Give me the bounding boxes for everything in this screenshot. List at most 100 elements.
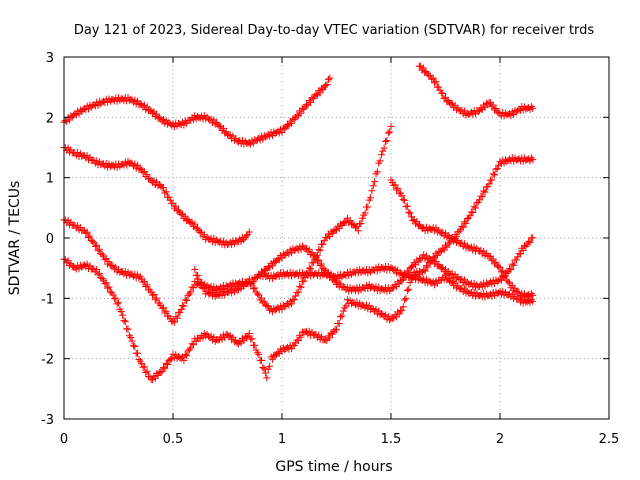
data-point bbox=[294, 288, 302, 296]
data-point bbox=[525, 238, 533, 246]
data-point bbox=[98, 274, 106, 282]
data-point bbox=[489, 170, 497, 178]
data-point bbox=[327, 272, 335, 280]
series-top bbox=[60, 62, 537, 148]
data-point bbox=[403, 287, 411, 295]
data-point bbox=[67, 259, 75, 267]
data-point bbox=[292, 292, 300, 300]
data-point bbox=[406, 278, 414, 286]
y-axis-label: SDTVAR / TECUs bbox=[7, 181, 23, 296]
data-point bbox=[140, 277, 148, 285]
data-point bbox=[134, 349, 142, 357]
data-point bbox=[406, 209, 414, 217]
data-point bbox=[508, 260, 516, 268]
x-tick-label: 0.5 bbox=[163, 432, 184, 447]
data-point bbox=[354, 227, 362, 235]
data-point bbox=[376, 157, 384, 165]
data-point bbox=[164, 361, 172, 369]
data-point bbox=[136, 164, 144, 172]
data-point bbox=[293, 111, 301, 119]
data-point bbox=[361, 209, 369, 217]
data-point bbox=[446, 239, 454, 247]
data-point bbox=[184, 292, 192, 300]
data-point bbox=[398, 276, 406, 284]
data-point bbox=[181, 351, 189, 359]
data-point bbox=[480, 187, 488, 195]
data-point bbox=[159, 304, 167, 312]
data-point bbox=[462, 219, 470, 227]
data-point bbox=[91, 242, 99, 250]
data-point bbox=[245, 275, 253, 283]
data-point bbox=[290, 296, 298, 304]
data-point bbox=[496, 263, 504, 271]
data-point bbox=[424, 263, 432, 271]
series-fifth bbox=[191, 122, 537, 316]
data-point bbox=[185, 346, 193, 354]
data-point bbox=[452, 233, 460, 241]
data-point bbox=[323, 80, 331, 88]
data-point bbox=[399, 196, 407, 204]
data-point bbox=[368, 187, 376, 195]
data-point bbox=[183, 352, 191, 360]
data-point bbox=[333, 326, 340, 334]
data-point bbox=[506, 265, 514, 273]
data-point bbox=[459, 223, 467, 231]
data-point bbox=[266, 362, 274, 370]
data-point bbox=[529, 291, 537, 299]
data-point bbox=[301, 244, 309, 252]
data-point bbox=[173, 314, 181, 322]
data-point bbox=[420, 266, 428, 274]
data-point bbox=[491, 171, 499, 179]
data-point bbox=[89, 237, 97, 245]
data-point bbox=[510, 261, 518, 269]
data-point bbox=[527, 103, 535, 111]
data-point bbox=[105, 283, 113, 291]
data-point bbox=[309, 259, 317, 267]
data-point bbox=[435, 83, 443, 91]
data-point bbox=[258, 294, 266, 302]
x-tick-label: 2.5 bbox=[599, 432, 620, 447]
data-point bbox=[335, 320, 343, 328]
data-point bbox=[481, 188, 489, 196]
data-point bbox=[288, 119, 296, 127]
data-point bbox=[191, 265, 199, 273]
data-point bbox=[169, 317, 177, 325]
data-point bbox=[124, 325, 132, 333]
data-point bbox=[383, 137, 391, 145]
data-point bbox=[128, 337, 136, 345]
data-point bbox=[377, 151, 385, 159]
x-tick-label: 1.5 bbox=[381, 432, 402, 447]
data-point bbox=[318, 260, 326, 268]
data-point bbox=[301, 274, 309, 282]
data-point bbox=[120, 317, 128, 325]
data-point bbox=[395, 280, 403, 288]
data-point bbox=[159, 183, 167, 191]
data-point bbox=[82, 229, 90, 237]
data-point bbox=[469, 208, 477, 216]
data-point bbox=[180, 356, 188, 364]
data-point bbox=[504, 278, 512, 286]
y-tick-label: -3 bbox=[41, 413, 54, 428]
data-point bbox=[367, 194, 375, 202]
data-point bbox=[402, 272, 410, 280]
data-point bbox=[86, 232, 94, 240]
data-point bbox=[260, 298, 268, 306]
data-point bbox=[198, 279, 206, 287]
data-point bbox=[162, 188, 170, 196]
data-point bbox=[303, 101, 311, 109]
data-point bbox=[117, 308, 125, 316]
data-point bbox=[322, 81, 330, 89]
data-point bbox=[319, 240, 327, 248]
data-point bbox=[187, 288, 195, 296]
data-point bbox=[527, 290, 535, 298]
data-point bbox=[283, 121, 291, 129]
data-point bbox=[170, 318, 178, 326]
data-point bbox=[402, 203, 410, 211]
data-point bbox=[492, 165, 500, 173]
data-point bbox=[140, 363, 148, 371]
y-tick-label: -2 bbox=[41, 353, 54, 368]
data-point bbox=[323, 270, 331, 278]
data-point bbox=[262, 266, 270, 274]
